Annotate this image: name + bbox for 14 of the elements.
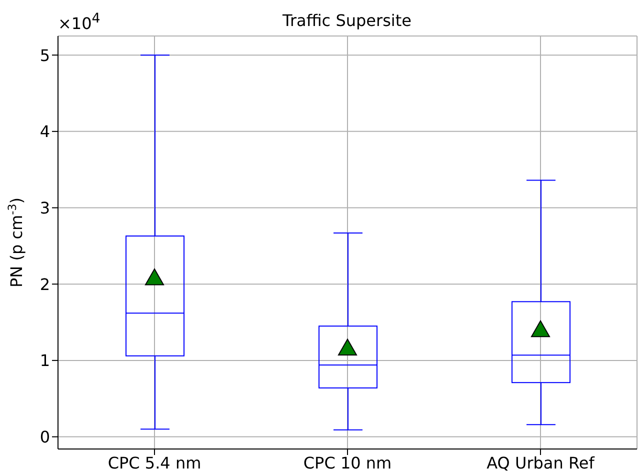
y-tick-label: 4 [40,122,50,142]
point [338,338,357,356]
x-tick-label: CPC 5.4 nm [108,453,202,472]
y-tick-label: 0 [40,427,50,446]
chart-title: Traffic Supersite [282,11,412,30]
x-tick-label: CPC 10 nm [303,453,392,472]
text: ×10$^{4}$ [58,12,100,34]
y-tick-label: 3 [40,198,50,218]
point [531,320,550,338]
y-tick-label: 1 [40,351,50,370]
point [145,268,164,286]
x-tick-label: AQ Urban Ref [486,453,595,472]
y-tick-label: 5 [40,46,50,65]
y-tick-label: 2 [40,274,50,294]
